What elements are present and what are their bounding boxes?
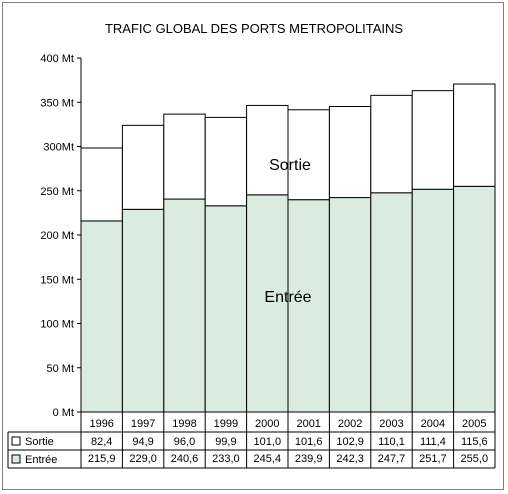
y-tick-label: 50 Mt [46,363,74,375]
x-tick-label: 1996 [89,418,113,430]
annotation-entree: Entrée [264,289,311,306]
data-label-sortie: 102,9 [336,436,364,448]
data-label-sortie: 110,1 [378,436,405,448]
legend-label-sortie: Sortie [25,436,54,448]
bar-entree [328,197,372,413]
data-label-sortie: 101,0 [254,436,282,448]
data-label-entree: 233,0 [212,453,240,465]
bar-sortie [204,116,248,207]
data-label-sortie: 94,9 [132,436,153,448]
data-label-sortie: 99,9 [215,436,236,448]
x-tick-label: 2000 [255,418,279,430]
bar-entree [370,192,413,413]
data-label-entree: 240,6 [171,453,199,465]
data-label-entree: 255,0 [461,453,489,465]
bar-sortie [80,147,123,222]
bar-entree [163,198,206,413]
bar-sortie [370,94,413,194]
bar-sortie [121,124,165,210]
y-tick-label: 0 Mt [53,407,74,419]
bar-sortie [453,83,496,187]
annotation-sortie: Sortie [269,157,311,174]
bar-entree [204,205,248,413]
data-label-entree: 215,9 [88,453,116,465]
data-label-sortie: 82,4 [91,436,112,448]
x-tick-label: 1997 [131,418,155,430]
x-tick-label: 1998 [172,418,196,430]
legend-swatch-entree [11,454,21,464]
data-label-sortie: 96,0 [174,436,195,448]
bar-sortie [287,109,330,201]
y-tick-label: 200 Mt [40,230,74,242]
data-label-entree: 245,4 [254,453,282,465]
x-tick-label: 2002 [338,418,362,430]
bar-sortie [246,104,289,196]
data-label-entree: 247,7 [378,453,406,465]
data-label-sortie: 111,4 [420,436,446,448]
x-tick-label: 2001 [296,418,320,430]
data-label-entree: 251,7 [419,453,447,465]
x-tick-label: 2005 [462,418,486,430]
data-label-entree: 239,9 [295,453,323,465]
data-label-sortie: 115,6 [461,436,488,448]
y-tick-label: 300Mt [43,142,74,154]
data-label-sortie: 101,6 [295,436,323,448]
plot-area: 0 Mt 50 Mt 100 Mt 150 Mt 200 Mt 250 Mt 300Mt 35… [7,53,496,469]
y-tick-label: 100 Mt [40,319,74,331]
data-label-entree: 242,3 [336,453,364,465]
bar-entree [411,188,455,413]
legend-swatch-sortie [11,436,21,446]
bar-entree [80,220,123,413]
legend-label-entree: Entrée [25,454,57,466]
data-label-entree: 229,0 [129,453,157,465]
bar-sortie [328,105,372,199]
bar-entree [121,208,165,413]
y-tick-label: 400 Mt [40,53,74,65]
x-tick-label: 1999 [214,418,238,430]
y-tick-label: 350 Mt [40,97,74,109]
y-tick-label: 150 Mt [40,274,74,286]
bar-sortie [163,113,206,200]
chart-title: TRAFIC GLOBAL DES PORTS METROPOLITAINS [104,21,404,36]
x-tick-label: 2004 [421,418,445,430]
x-tick-label: 2003 [379,418,403,430]
bar-entree [453,185,496,413]
bar-sortie [411,90,455,190]
y-tick-label: 250 Mt [40,186,74,198]
